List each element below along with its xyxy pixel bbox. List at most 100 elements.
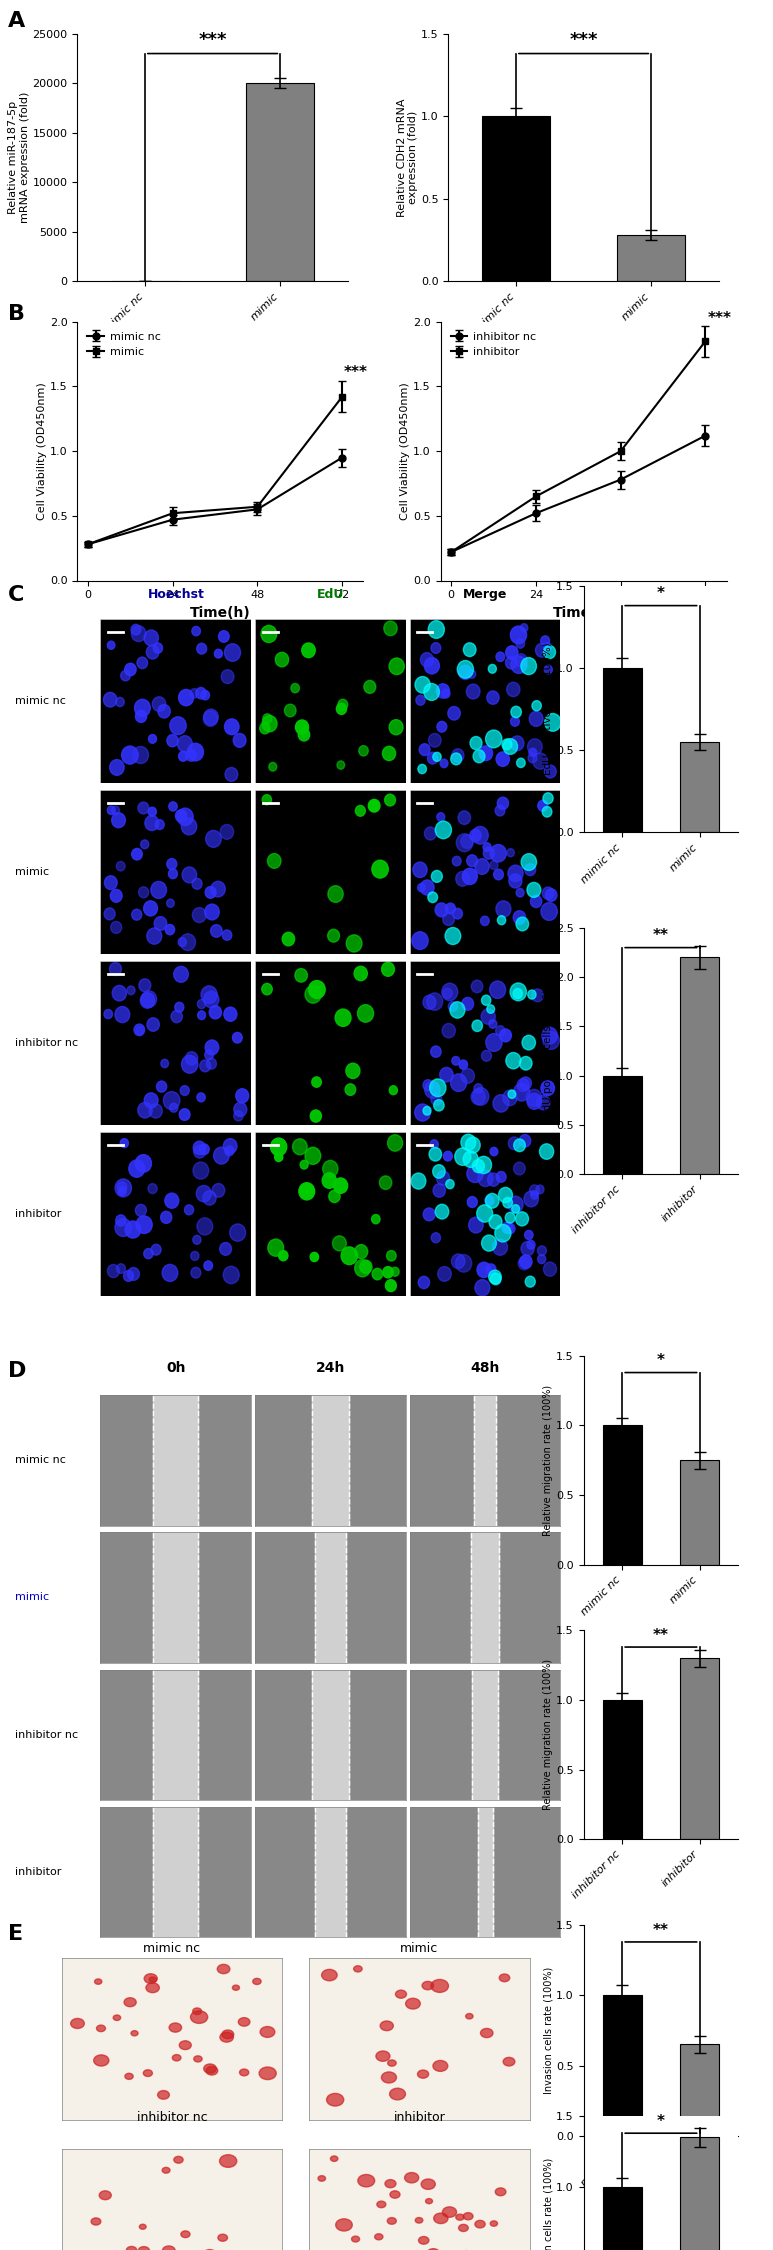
Circle shape [233, 1984, 240, 1991]
Bar [153, 1807, 199, 1937]
Bar [474, 1395, 496, 1526]
Text: ***: *** [570, 32, 598, 50]
Circle shape [126, 2246, 137, 2250]
Circle shape [153, 644, 162, 652]
Bar [680, 742, 719, 832]
Bar [472, 1670, 498, 1800]
Circle shape [233, 1112, 243, 1120]
Circle shape [376, 2052, 390, 2061]
Circle shape [196, 688, 206, 700]
Circle shape [475, 860, 489, 875]
Circle shape [238, 2018, 250, 2027]
Circle shape [462, 868, 478, 884]
Text: C: C [8, 585, 24, 605]
Circle shape [372, 1269, 383, 1280]
Circle shape [426, 2198, 433, 2203]
Circle shape [104, 1010, 112, 1019]
Circle shape [470, 736, 482, 749]
Circle shape [110, 760, 124, 776]
Circle shape [180, 934, 196, 950]
Text: inhibitor: inhibitor [15, 1208, 62, 1220]
Circle shape [162, 1265, 178, 1282]
Circle shape [131, 848, 142, 860]
Circle shape [527, 882, 541, 898]
Circle shape [430, 1080, 446, 1096]
Circle shape [193, 1141, 206, 1154]
Circle shape [543, 646, 556, 659]
Circle shape [510, 718, 519, 727]
Circle shape [161, 1210, 172, 1224]
Circle shape [223, 1138, 237, 1154]
Bar [680, 958, 719, 1174]
Circle shape [192, 1235, 201, 1244]
Circle shape [463, 1152, 478, 1168]
Circle shape [506, 682, 520, 698]
Text: Merge: Merge [463, 587, 507, 601]
Circle shape [417, 2070, 429, 2079]
Text: inhibitor: inhibitor [15, 1868, 62, 1876]
Circle shape [428, 734, 441, 747]
Circle shape [201, 691, 209, 700]
Circle shape [136, 1215, 152, 1233]
Text: *: * [657, 2115, 665, 2128]
Bar [153, 1395, 199, 1526]
Circle shape [522, 1035, 536, 1051]
Circle shape [345, 1084, 356, 1096]
Circle shape [423, 994, 436, 1010]
Text: 24h: 24h [315, 1361, 346, 1375]
Circle shape [217, 1964, 230, 1973]
Circle shape [421, 880, 434, 896]
Circle shape [477, 1262, 491, 1278]
Circle shape [223, 1267, 239, 1285]
Circle shape [144, 1249, 153, 1258]
Circle shape [144, 900, 158, 916]
Circle shape [385, 2180, 396, 2187]
Circle shape [386, 1251, 396, 1260]
Circle shape [179, 2041, 191, 2050]
Circle shape [127, 986, 135, 994]
Circle shape [508, 1197, 523, 1213]
Circle shape [131, 626, 146, 641]
Circle shape [116, 698, 124, 706]
Circle shape [147, 1017, 159, 1030]
Circle shape [427, 992, 443, 1010]
Circle shape [124, 664, 136, 675]
Circle shape [384, 621, 397, 637]
Circle shape [341, 1246, 357, 1264]
Circle shape [203, 711, 217, 727]
Circle shape [465, 2014, 473, 2018]
Circle shape [163, 1091, 180, 1109]
Circle shape [530, 1186, 540, 1195]
Circle shape [415, 677, 430, 693]
Text: D: D [8, 1361, 26, 1382]
Circle shape [453, 909, 462, 918]
Text: Hoechst: Hoechst [148, 587, 204, 601]
Circle shape [527, 738, 542, 754]
Circle shape [387, 2218, 397, 2225]
Y-axis label: EdU positive cells (100%): EdU positive cells (100%) [543, 986, 553, 1118]
Circle shape [468, 670, 475, 680]
Circle shape [196, 644, 206, 655]
Circle shape [396, 1989, 407, 1998]
Circle shape [107, 641, 115, 650]
Circle shape [423, 1107, 431, 1116]
Circle shape [204, 2063, 216, 2072]
Circle shape [496, 900, 511, 918]
Circle shape [514, 1138, 526, 1152]
Circle shape [158, 2090, 169, 2099]
Circle shape [233, 734, 246, 747]
Circle shape [423, 1208, 435, 1222]
Circle shape [458, 666, 472, 680]
Circle shape [161, 1060, 169, 1069]
Circle shape [508, 1089, 516, 1098]
Circle shape [461, 1069, 475, 1082]
Circle shape [333, 1179, 348, 1192]
Circle shape [486, 1265, 496, 1274]
Circle shape [377, 2200, 386, 2207]
Circle shape [310, 1109, 322, 1123]
Circle shape [240, 2070, 249, 2077]
Circle shape [536, 644, 548, 657]
Circle shape [182, 866, 196, 882]
Circle shape [111, 920, 121, 934]
Circle shape [525, 1231, 533, 1240]
